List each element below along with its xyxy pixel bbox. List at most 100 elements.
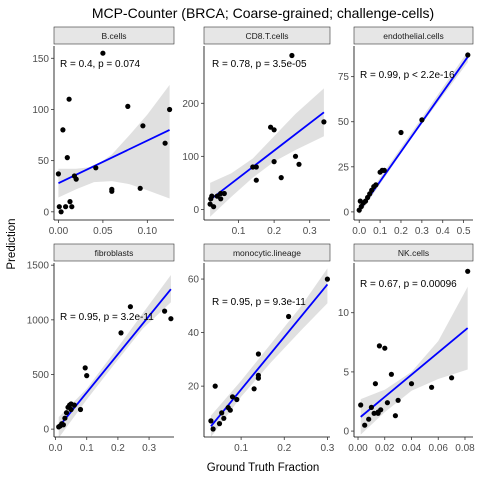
- data-point: [271, 159, 277, 165]
- y-tick-label: 50: [38, 156, 50, 167]
- data-point: [229, 394, 236, 400]
- data-point: [67, 199, 73, 205]
- panel-strip: [353, 26, 474, 45]
- x-tick-label: 0.06: [429, 443, 449, 454]
- figure-title: MCP-Counter (BRCA; Coarse-grained; chall…: [92, 5, 434, 21]
- confidence-band: [210, 268, 328, 437]
- data-point: [278, 175, 284, 181]
- data-point: [465, 52, 471, 58]
- x-tick-label: 0.2: [394, 226, 408, 237]
- y-tick-label: 1500: [27, 261, 50, 272]
- correlation-annotation: R = 0.95, p = 9.3e-11: [212, 297, 306, 308]
- y-tick-label: 5: [343, 367, 349, 378]
- panel-strip-label: NK.cells: [398, 248, 429, 258]
- x-tick-label: 0.00: [348, 443, 368, 454]
- panel-monocytic-lineage: monocytic.lineage 0.1 0.2 0.3 20 40 60 R = 0.95…: [188, 243, 335, 454]
- data-point: [60, 422, 66, 428]
- data-point: [210, 426, 216, 432]
- data-point: [62, 415, 68, 421]
- data-point: [234, 396, 240, 403]
- confidence-band: [210, 88, 324, 217]
- data-point: [63, 410, 70, 416]
- x-tick-label: 0.0: [352, 226, 366, 237]
- x-tick-label: 0.05: [93, 226, 113, 237]
- data-point: [324, 276, 330, 282]
- data-point: [373, 182, 379, 188]
- data-point: [73, 176, 79, 182]
- data-point: [71, 402, 77, 408]
- y-tick-label: 25: [338, 162, 350, 173]
- data-point: [77, 406, 84, 413]
- panel-strip-label: CD8.T.cells: [246, 31, 289, 41]
- data-point: [392, 413, 398, 419]
- panel-strip-label: monocytic.lineage: [233, 248, 301, 258]
- panel-nk-cells: NK.cells 0.00 0.02 0.04 0.06 0.08 0 5 10 R = 0.67…: [338, 243, 475, 454]
- data-point: [253, 177, 259, 183]
- x-tick-label: 0.4: [436, 226, 450, 237]
- plot-area: [208, 268, 330, 437]
- data-point: [368, 404, 374, 410]
- x-tick-label: 0.1: [232, 226, 246, 237]
- panel-strip-label: B.cells: [101, 31, 126, 41]
- data-point: [296, 161, 302, 167]
- x-tick-label: 0.2: [111, 443, 125, 454]
- data-point: [378, 407, 384, 413]
- plot-area: [358, 268, 471, 435]
- data-point: [100, 50, 106, 56]
- correlation-annotation: R = 0.78, p = 3.5e-05: [212, 59, 307, 70]
- confidence-band: [360, 286, 468, 435]
- y-tick-label: 20: [188, 382, 200, 393]
- x-tick-label: 0.10: [138, 226, 158, 237]
- data-point: [382, 345, 388, 351]
- plot-area: [207, 52, 327, 217]
- data-point: [162, 140, 168, 146]
- x-axis-title: Ground Truth Fraction: [207, 462, 320, 474]
- data-point: [221, 415, 227, 421]
- data-point: [384, 400, 390, 406]
- data-point: [69, 204, 75, 210]
- data-point: [376, 343, 382, 349]
- panel-b-cells: B.cells 0.00 0.05 0.10 0 50 100 150 R = 0.4, p =…: [32, 26, 175, 237]
- data-point: [109, 188, 115, 194]
- y-tick-label: 75: [338, 72, 350, 83]
- confidence-band: [58, 275, 171, 437]
- data-point: [55, 171, 62, 177]
- data-point: [372, 381, 378, 387]
- data-point: [358, 402, 364, 408]
- x-tick-label: 0.3: [142, 443, 156, 454]
- data-point: [212, 383, 218, 389]
- data-point: [251, 386, 257, 392]
- data-point: [118, 330, 124, 336]
- data-point: [408, 381, 415, 387]
- y-tick-label: 100: [32, 105, 49, 116]
- panel-strip: [53, 26, 175, 45]
- panel-cd8-t-cells: CD8.T.cells 0.1 0.2 0.3 0 100 200 R = 0.78, p =…: [182, 26, 331, 237]
- data-point: [221, 190, 227, 197]
- x-tick-label: 0.3: [415, 226, 429, 237]
- data-point: [419, 117, 425, 123]
- regression-line: [360, 327, 469, 418]
- correlation-annotation: R = 0.67, p = 0.00096: [360, 279, 457, 290]
- data-point: [68, 406, 74, 413]
- panel-strip-label: endothelial.cells: [383, 31, 443, 41]
- x-tick-label: 0.3: [303, 226, 317, 237]
- data-point: [162, 308, 168, 314]
- data-point: [362, 422, 368, 428]
- y-tick-label: 50: [338, 117, 350, 128]
- plot-area: [356, 51, 471, 215]
- data-point: [209, 193, 215, 199]
- y-tick-label: 500: [32, 370, 49, 381]
- data-point: [398, 129, 404, 136]
- x-tick-label: 0.1: [234, 443, 248, 454]
- data-point: [449, 375, 455, 381]
- data-point: [289, 52, 295, 59]
- y-tick-label: 150: [32, 54, 49, 65]
- data-point: [64, 155, 70, 161]
- data-point: [56, 204, 62, 210]
- x-tick-label: 0.00: [49, 226, 69, 237]
- data-point: [255, 372, 261, 378]
- x-tick-label: 0.04: [402, 443, 422, 454]
- panel-strip: [353, 243, 474, 262]
- y-tick-label: 100: [182, 152, 199, 163]
